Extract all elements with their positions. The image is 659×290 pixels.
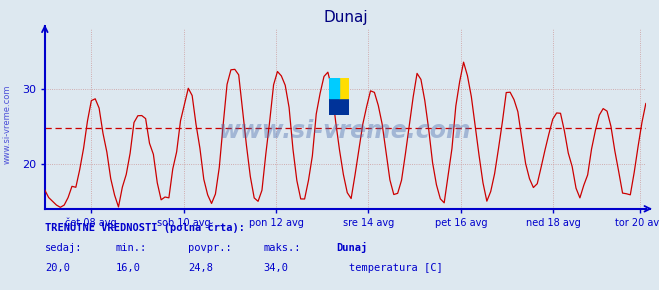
Text: 34,0: 34,0: [264, 263, 289, 273]
Title: Dunaj: Dunaj: [323, 10, 368, 25]
Text: 24,8: 24,8: [188, 263, 213, 273]
Text: 20,0: 20,0: [45, 263, 70, 273]
Text: min.:: min.:: [115, 243, 146, 253]
Text: povpr.:: povpr.:: [188, 243, 231, 253]
Polygon shape: [329, 78, 339, 98]
Text: maks.:: maks.:: [264, 243, 301, 253]
Text: www.si-vreme.com: www.si-vreme.com: [219, 119, 472, 144]
Text: Dunaj: Dunaj: [336, 242, 367, 253]
Text: TRENUTNE VREDNOSTI (polna črta):: TRENUTNE VREDNOSTI (polna črta):: [45, 222, 244, 233]
Polygon shape: [339, 78, 349, 98]
Text: www.si-vreme.com: www.si-vreme.com: [3, 85, 12, 164]
Bar: [329, 98, 349, 115]
Text: sedaj:: sedaj:: [45, 243, 82, 253]
Text: temperatura [C]: temperatura [C]: [349, 263, 443, 273]
Text: 16,0: 16,0: [115, 263, 140, 273]
